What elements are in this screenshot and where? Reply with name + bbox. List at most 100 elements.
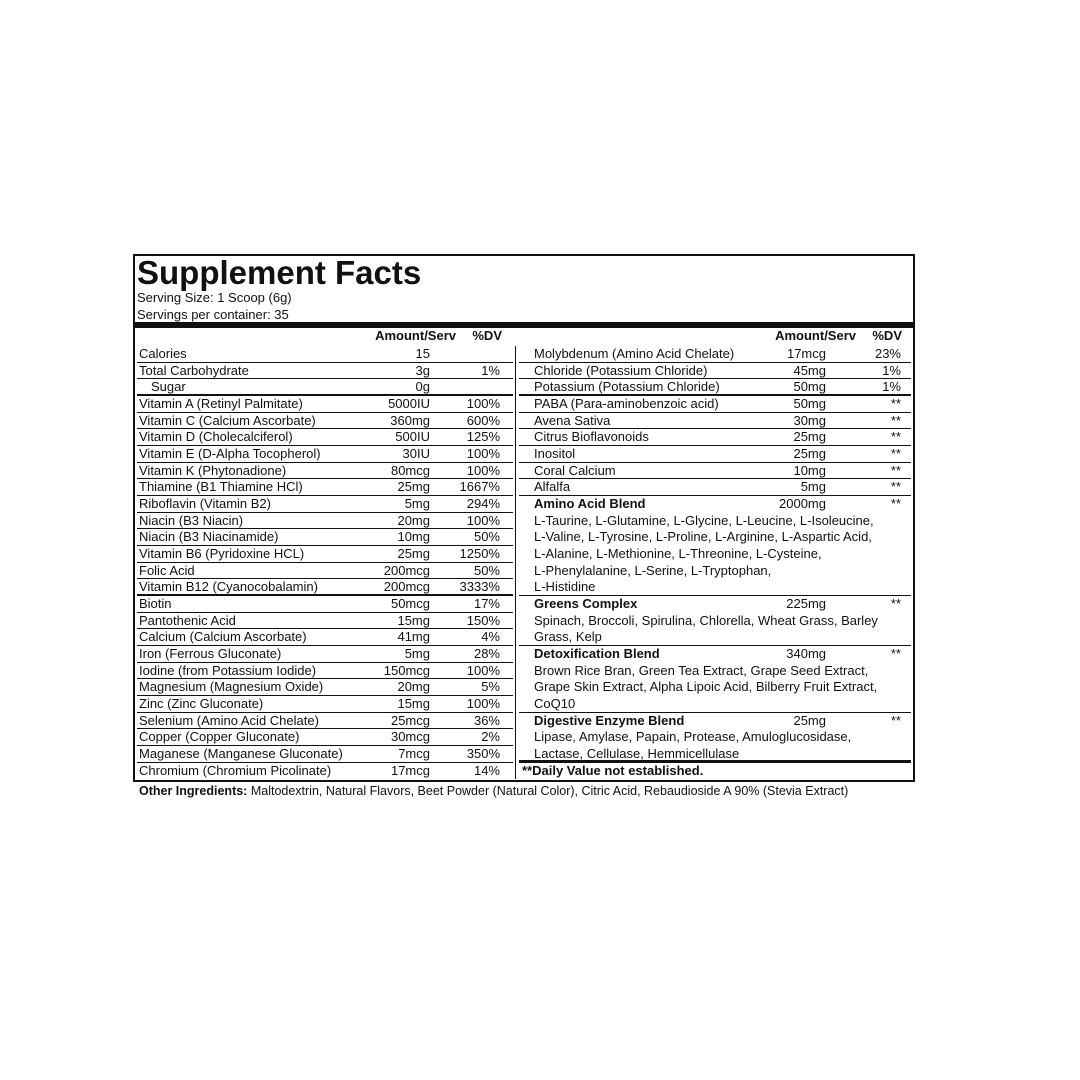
nutrient-name: Vitamin B6 (Pyridoxine HCL): [139, 546, 305, 561]
nutrient-name: Vitamin C (Calcium Ascorbate): [139, 412, 316, 428]
blend-text: L-Valine, L-Tyrosine, L-Proline, L-Argin…: [534, 529, 872, 545]
other-ingredients: Other Ingredients: Maltodextrin, Natural…: [139, 783, 848, 799]
row-rule: [137, 761, 513, 763]
column-divider: [515, 346, 516, 779]
row-rule: [137, 728, 513, 730]
nutrient-dv: 5%: [481, 679, 500, 695]
row-rule: [137, 428, 513, 430]
dv-header: %DV: [872, 328, 902, 343]
row-rule: [137, 445, 513, 446]
row-rule: [137, 645, 513, 647]
nutrient-dv: 100%: [466, 512, 500, 528]
nutrient-dv: 50%: [473, 562, 500, 578]
nutrient-amount: 0g: [415, 379, 430, 395]
ingredient-amount: 25mg: [793, 429, 826, 445]
nutrient-name: Total Carbohydrate: [139, 362, 249, 378]
nutrient-amount: 200mcg: [383, 579, 430, 595]
nutrient-amount: 20mg: [397, 679, 430, 695]
nutrient-dv: 28%: [473, 646, 500, 662]
nutrient-amount: 15mg: [397, 696, 430, 712]
blend-dv: **: [890, 646, 901, 662]
footnote: **Daily Value not established.: [522, 762, 704, 778]
nutrient-amount: 10mg: [397, 529, 430, 545]
nutrient-dv: 3333%: [459, 579, 500, 595]
nutrient-amount: 500IU: [395, 429, 430, 445]
nutrient-dv: 100%: [466, 696, 500, 712]
nutrient-dv: 100%: [466, 396, 500, 411]
nutrient-amount: 30IU: [402, 446, 430, 461]
amount-header: Amount/Serv: [775, 328, 856, 343]
row-rule: [519, 428, 911, 430]
row-rule: [519, 378, 911, 380]
row-rule: [137, 661, 513, 663]
nutrient-name: Copper (Copper Gluconate): [139, 729, 300, 745]
blend-text: L-Histidine: [534, 579, 596, 595]
row-rule: [137, 578, 513, 580]
blend-text: Lactase, Cellulase, Hemmicellulase: [534, 746, 740, 762]
row-rule: [137, 411, 513, 413]
nutrient-amount: 15mg: [397, 612, 430, 628]
blend-dv: **: [890, 496, 901, 511]
nutrient-amount: 50mcg: [390, 596, 430, 611]
row-rule: [137, 745, 513, 747]
ingredient-name: Molybdenum (Amino Acid Chelate): [534, 346, 735, 361]
ingredient-name: Coral Calcium: [534, 462, 616, 478]
other-label: Other Ingredients:: [139, 784, 248, 798]
ingredient-dv: 23%: [874, 346, 901, 361]
row-rule: [519, 595, 911, 596]
row-rule: [519, 478, 911, 480]
ingredient-dv: **: [890, 446, 901, 461]
nutrient-amount: 80mcg: [390, 462, 430, 478]
dv-header: %DV: [472, 328, 502, 343]
nutrient-amount: 360mg: [390, 412, 430, 428]
nutrient-name: Chromium (Chromium Picolinate): [139, 762, 332, 778]
nutrient-dv: 4%: [481, 629, 500, 645]
nutrient-name: Selenium (Amino Acid Chelate): [139, 712, 319, 728]
thick-bar: [135, 322, 913, 328]
blend-amount: 25mg: [793, 712, 826, 728]
ingredient-name: Avena Sativa: [534, 412, 611, 428]
blend-text: Brown Rice Bran, Green Tea Extract, Grap…: [534, 662, 869, 678]
blend-text: L-Taurine, L-Glutamine, L-Glycine, L-Leu…: [534, 512, 874, 528]
row-rule: [137, 678, 513, 680]
ingredient-name: Alfalfa: [534, 479, 571, 495]
ingredient-dv: **: [890, 412, 901, 428]
blend-text: Grass, Kelp: [534, 629, 602, 645]
nutrient-name: Vitamin E (D-Alpha Tocopherol): [139, 446, 321, 461]
blend-name: Detoxification Blend: [534, 646, 660, 662]
ingredient-amount: 17mcg: [786, 346, 826, 361]
row-rule: [137, 628, 513, 630]
nutrient-name: Vitamin K (Phytonadione): [139, 462, 287, 478]
ingredient-dv: 1%: [882, 379, 901, 395]
nutrient-dv: 1250%: [459, 546, 500, 561]
row-rule: [137, 511, 513, 513]
ingredient-dv: **: [890, 396, 901, 411]
nutrient-dv: 50%: [473, 529, 500, 545]
row-rule: [137, 361, 513, 363]
ingredient-dv: 1%: [882, 362, 901, 378]
ingredient-amount: 5mg: [800, 479, 826, 495]
ingredient-name: Inositol: [534, 446, 576, 461]
row-rule: [519, 711, 911, 713]
nutrient-name: Vitamin B12 (Cyanocobalamin): [139, 579, 318, 595]
blend-amount: 225mg: [786, 596, 826, 611]
nutrient-dv: 17%: [473, 596, 500, 611]
blend-text: Spinach, Broccoli, Spirulina, Chlorella,…: [534, 612, 878, 628]
blend-text: L-Phenylalanine, L-Serine, L-Tryptophan,: [534, 562, 772, 578]
ingredient-amount: 50mg: [793, 396, 826, 411]
row-rule: [519, 495, 911, 496]
nutrient-amount: 15: [415, 346, 430, 361]
row-rule: [519, 759, 911, 763]
nutrient-dv: 125%: [466, 429, 500, 445]
nutrient-dv: 294%: [466, 496, 500, 511]
nutrient-name: Sugar: [151, 379, 186, 395]
row-rule: [137, 711, 513, 713]
row-rule: [137, 561, 513, 563]
other-text: Maltodextrin, Natural Flavors, Beet Powd…: [250, 784, 849, 798]
ingredient-name: Chloride (Potassium Chloride): [534, 362, 708, 378]
ingredient-amount: 25mg: [793, 446, 826, 461]
blend-amount: 340mg: [786, 646, 826, 662]
blend-name: Amino Acid Blend: [534, 496, 646, 511]
row-rule: [137, 545, 513, 546]
ingredient-amount: 45mg: [793, 362, 826, 378]
